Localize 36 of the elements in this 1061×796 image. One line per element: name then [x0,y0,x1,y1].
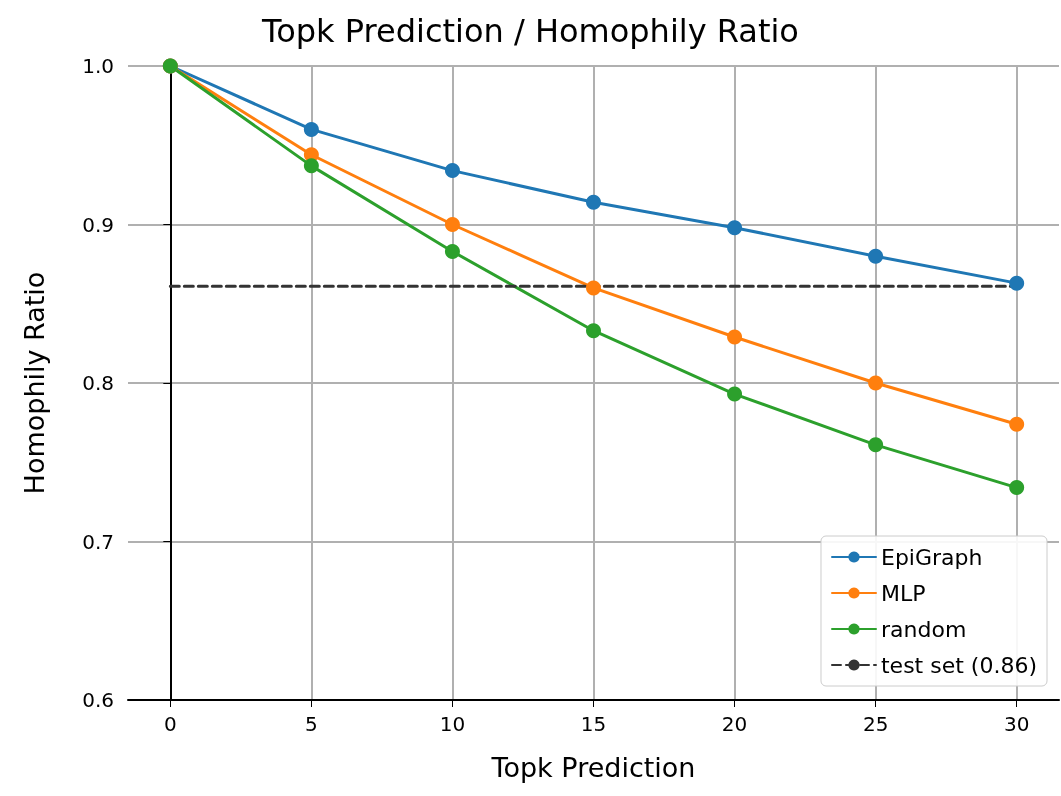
y-tick-label: 0.8 [82,371,114,395]
x-tick-label: 30 [1003,712,1030,736]
x-tick-label: 5 [305,712,318,736]
point [586,194,601,210]
y-axis-title: Homophily Ratio [19,271,50,495]
point [303,158,319,174]
x-tick-label: 20 [721,712,748,736]
legend-label: test set (0.86) [880,652,1038,678]
x-tick-label: 0 [163,712,177,736]
y-tick-label: 0.9 [82,212,114,237]
y-tick-label: 0.6 [82,688,114,712]
point [444,217,460,232]
point [727,329,743,345]
chart-title: Topk Prediction / Homophily Ratio [261,12,799,50]
legend-label: EpiGraph [880,544,983,570]
point [868,248,884,264]
point [1009,480,1025,496]
point [444,243,460,259]
x-tick-label: 10 [439,712,466,736]
point [868,375,884,391]
x-tick-label: 25 [862,712,889,736]
point [727,386,743,402]
point [586,280,601,296]
legend-label: MLP [880,580,926,606]
x-axis-title: Topk Prediction [490,752,696,783]
y-tick-label: 0.7 [82,529,114,554]
point [303,121,319,137]
y-tick-label: 1.0 [82,54,114,78]
point [1009,275,1025,291]
point [444,163,460,179]
point [868,437,884,453]
point [727,220,743,236]
legend-label: random [880,616,967,642]
point [586,323,601,339]
x-tick-label: 15 [580,712,607,736]
point [1009,416,1025,432]
